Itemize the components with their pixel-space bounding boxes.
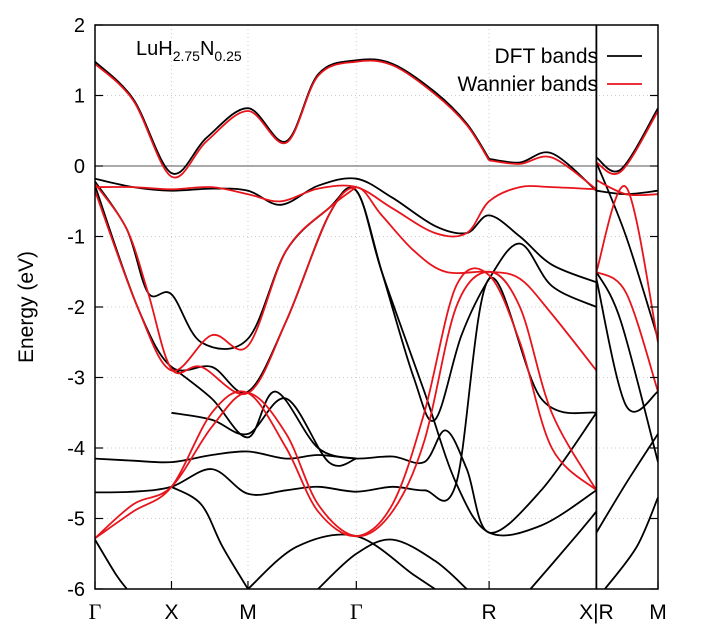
y-tick-label: 2 — [74, 15, 85, 37]
x-tick-label: X|R — [579, 601, 614, 624]
y-tick-label: -6 — [67, 579, 85, 601]
y-tick-label: 1 — [74, 86, 85, 108]
dft-band-line — [171, 486, 249, 589]
x-tick-label: Γ — [350, 599, 363, 624]
wannier-band-line — [595, 270, 658, 392]
formula-base: LuH — [136, 38, 173, 60]
legend-label-dft: DFT bands — [495, 45, 599, 68]
wannier-band-line — [95, 270, 598, 539]
legend: DFT bands Wannier bands — [458, 45, 642, 96]
y-tick-label: -1 — [67, 227, 85, 249]
dft-band-line — [529, 510, 598, 589]
wannier-band-line — [488, 155, 597, 191]
wannier-band-line — [95, 183, 598, 396]
dft-band-line — [317, 538, 468, 589]
dft-band-line — [171, 397, 357, 467]
y-tick-label: -5 — [67, 509, 85, 531]
legend-label-wannier: Wannier bands — [458, 73, 598, 96]
x-tick-label: Γ — [89, 599, 102, 624]
y-tick-label: -4 — [67, 438, 85, 460]
dft-band-line — [95, 539, 128, 589]
formula-mid: N — [200, 38, 214, 60]
x-tick-label: M — [649, 601, 667, 624]
dft-band-line — [95, 177, 597, 284]
svg-text:LuH2.75N0.25: LuH2.75N0.25 — [136, 38, 242, 64]
series-group — [95, 58, 658, 589]
dft-band-line — [595, 433, 658, 534]
x-tick-label: M — [239, 601, 257, 624]
wannier-band-line — [95, 186, 357, 372]
dft-band-line — [595, 107, 658, 173]
dft-band-line — [604, 497, 658, 589]
wannier-band-line — [595, 110, 658, 175]
y-tick-label: -2 — [67, 297, 85, 319]
wannier-band-line — [595, 179, 658, 197]
wannier-band-line — [95, 267, 598, 539]
formula-annotation: LuH2.75N0.25 — [136, 38, 242, 64]
y-tick-label: 0 — [74, 156, 85, 178]
y-axis-label: Energy (eV) — [15, 251, 38, 363]
y-axis-ticks: 2 1 0 -1 -2 -3 -4 -5 -6 — [67, 15, 658, 601]
formula-sub2: 0.25 — [214, 48, 241, 64]
x-tick-label: R — [482, 601, 497, 624]
wannier-band-line — [595, 185, 658, 343]
dft-band-line — [595, 271, 658, 463]
x-axis-ticks: Γ X M Γ R X|R M — [89, 581, 667, 624]
dft-band-line — [595, 278, 658, 413]
dft-band-line — [595, 162, 658, 339]
x-tick-label: X — [164, 601, 178, 624]
formula-sub1: 2.75 — [173, 48, 200, 64]
wannier-band-line — [95, 59, 490, 179]
y-tick-label: -3 — [67, 368, 85, 390]
dft-band-line — [488, 151, 597, 192]
